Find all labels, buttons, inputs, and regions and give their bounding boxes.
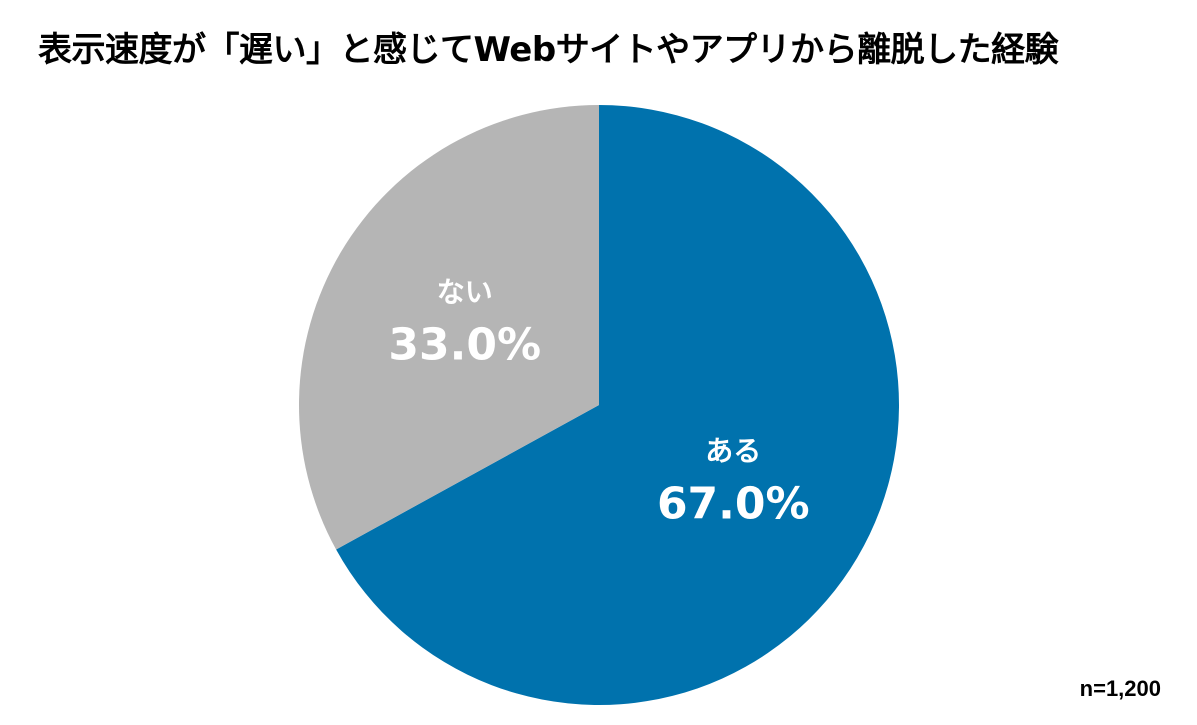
pie-slice-aru: [336, 105, 900, 705]
slice-category-label: ない: [437, 276, 493, 309]
slice-value-label: 33.0%: [388, 320, 541, 371]
pie-slice-nai: [298, 104, 599, 550]
chart-title: 表示速度が「遅い」と感じてWebサイトやアプリから離脱した経験: [38, 30, 1059, 70]
sample-size-note: n=1,200: [1079, 676, 1161, 701]
slice-value-label: 67.0%: [657, 478, 810, 529]
slice-category-label: ある: [705, 434, 761, 467]
